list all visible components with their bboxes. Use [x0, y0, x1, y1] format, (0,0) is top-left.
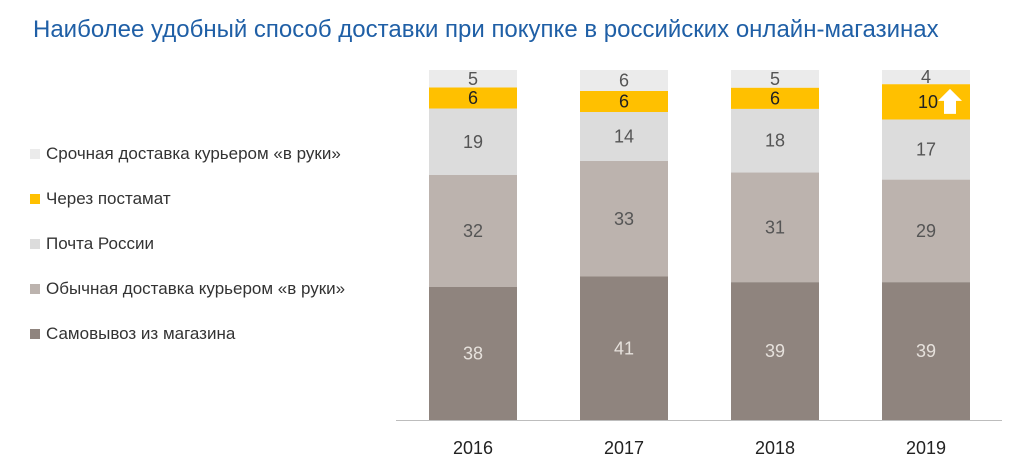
data-label: 39 — [765, 341, 785, 361]
data-label: 14 — [614, 127, 634, 147]
legend-item: Срочная доставка курьером «в руки» — [30, 144, 341, 164]
legend-swatch — [30, 284, 40, 294]
bar-segment — [882, 179, 970, 283]
data-label: 18 — [765, 131, 785, 151]
bar-segment — [882, 70, 970, 85]
bar-segment — [731, 282, 819, 420]
data-label: 5 — [468, 69, 478, 89]
legend-label: Через постамат — [46, 189, 171, 208]
bar-segment — [580, 112, 668, 161]
data-label: 31 — [765, 217, 785, 237]
data-label: 17 — [916, 140, 936, 160]
bar-segment — [882, 119, 970, 180]
legend-label: Почта России — [46, 234, 154, 253]
x-tick-label: 2017 — [604, 438, 644, 458]
bar-segment — [580, 161, 668, 277]
legend-swatch — [30, 239, 40, 249]
legend-label: Обычная доставка курьером «в руки» — [46, 279, 346, 298]
x-tick-label: 2016 — [453, 438, 493, 458]
up-arrow-icon — [938, 88, 962, 114]
legend-item: Через постамат — [30, 189, 171, 209]
data-label: 29 — [916, 221, 936, 241]
data-label: 33 — [614, 209, 634, 229]
bar-segment — [882, 282, 970, 420]
bar-segment — [429, 287, 517, 420]
bar-segment — [429, 87, 517, 109]
data-label: 10 — [918, 92, 938, 112]
x-tick-label: 2018 — [755, 438, 795, 458]
legend-item: Обычная доставка курьером «в руки» — [30, 279, 345, 299]
data-label: 19 — [463, 132, 483, 152]
data-label: 41 — [614, 338, 634, 358]
data-label: 39 — [916, 341, 936, 361]
bar-segment — [731, 70, 819, 88]
data-label: 32 — [463, 221, 483, 241]
data-label: 4 — [921, 67, 931, 87]
bar-segment — [731, 108, 819, 173]
bar-segment — [429, 108, 517, 175]
legend-item: Самовывоз из магазина — [30, 324, 235, 344]
data-label: 6 — [619, 71, 629, 91]
bar-segment — [731, 87, 819, 109]
bar-segment — [580, 91, 668, 112]
data-label: 6 — [770, 88, 780, 108]
bar-segment — [429, 70, 517, 88]
bar-segment — [731, 172, 819, 283]
x-tick-label: 2019 — [906, 438, 946, 458]
data-label: 38 — [463, 344, 483, 364]
legend-label: Срочная доставка курьером «в руки» — [46, 144, 341, 163]
legend-swatch — [30, 329, 40, 339]
bar-segment — [580, 70, 668, 91]
chart-title: Наиболее удобный способ доставки при пок… — [33, 16, 939, 43]
legend-item: Почта России — [30, 234, 154, 254]
bar-segment — [429, 175, 517, 287]
data-label: 6 — [468, 88, 478, 108]
bar-segment — [580, 276, 668, 420]
legend-label: Самовывоз из магазина — [46, 324, 236, 343]
data-label: 6 — [619, 92, 629, 112]
data-label: 5 — [770, 69, 780, 89]
legend-swatch — [30, 149, 40, 159]
x-ticks-layer: 2016 2017 2018 2019 — [453, 438, 946, 458]
legend-swatch — [30, 194, 40, 204]
